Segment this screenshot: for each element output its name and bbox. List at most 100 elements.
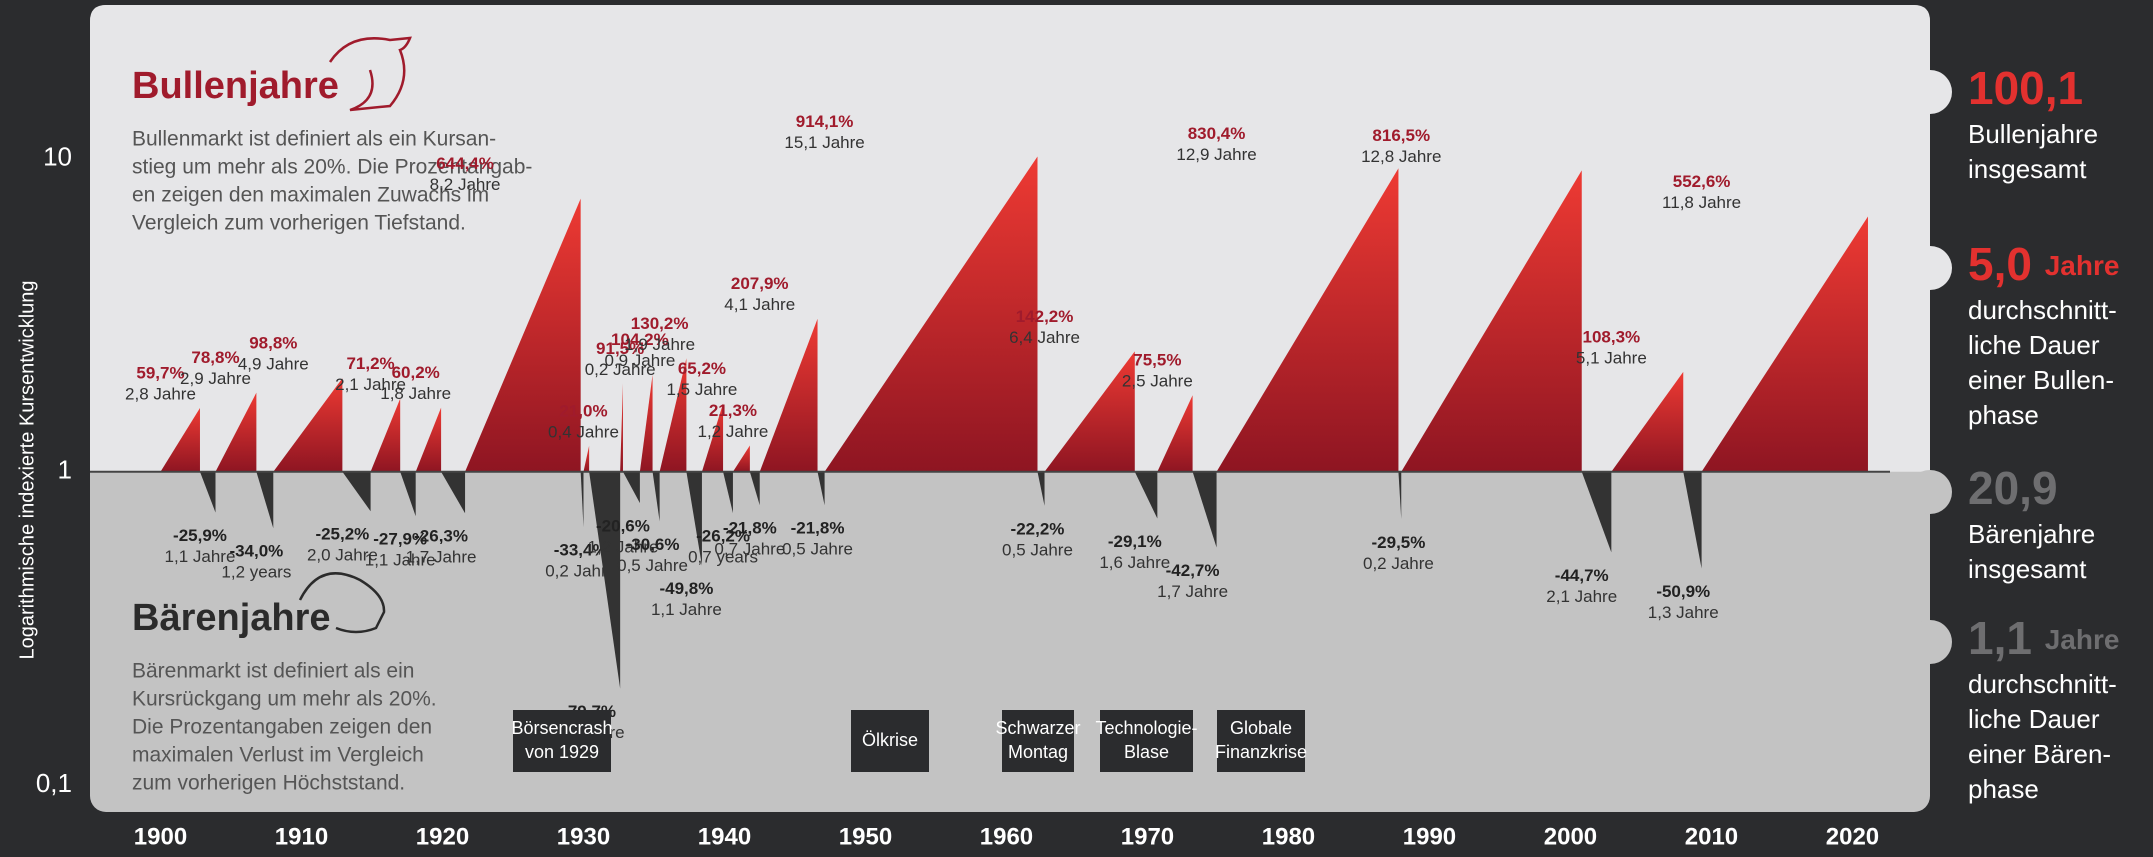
bear-value-label: -44,7%	[1555, 566, 1609, 585]
summary-text: einer Bären-	[1968, 739, 2111, 769]
duration-label: 2,5 Jahre	[1122, 372, 1193, 391]
bear-description: Bärenmarkt ist definiert als ein	[132, 660, 414, 683]
bear-value-label: -25,9%	[173, 526, 227, 545]
duration-label: 15,1 Jahre	[784, 133, 864, 152]
duration-label: 1,1 Jahre	[651, 600, 722, 619]
duration-label: 1,3 Jahre	[1648, 603, 1719, 622]
x-tick-label: 1930	[557, 823, 610, 850]
x-tick-label: 1950	[839, 823, 892, 850]
summary-figure-value: 100,1	[1968, 62, 2083, 114]
bear-value-label: -22,2%	[1011, 519, 1065, 538]
bear-value-label: -25,2%	[315, 525, 369, 544]
bull-value-label: 60,2%	[392, 363, 440, 382]
summary-text: liche Dauer	[1968, 330, 2100, 360]
bull-description: Vergleich zum vorherigen Tiefstand.	[132, 212, 466, 235]
summary-figure-value: 5,0	[1968, 238, 2032, 290]
bull-value-label: 75,5%	[1133, 351, 1181, 370]
summary-marker	[1908, 246, 1952, 290]
summary-text: phase	[1968, 774, 2039, 804]
event-label: Blase	[1124, 742, 1169, 762]
duration-label: 0,4 Jahre	[548, 422, 619, 441]
bear-value-label: -49,8%	[659, 579, 713, 598]
bear-value-label: -21,8%	[791, 519, 845, 538]
bull-value-label: 65,2%	[678, 359, 726, 378]
summary-figure-value: 1,1	[1968, 612, 2032, 664]
bear-value-label: -30,6%	[626, 535, 680, 554]
bull-value-label: 98,8%	[249, 334, 297, 353]
y-tick-label: 0,1	[36, 768, 72, 798]
duration-label: 1,2 Jahre	[697, 422, 768, 441]
bull-value-label: 130,2%	[631, 314, 689, 333]
bear-value-label: -29,1%	[1108, 532, 1162, 551]
duration-label: 12,9 Jahre	[1176, 145, 1256, 164]
duration-label: 1,7 Jahre	[406, 548, 477, 567]
duration-label: 1,7 Jahre	[1157, 582, 1228, 601]
x-tick-label: 1970	[1121, 823, 1174, 850]
bull-value-label: 21,0%	[559, 401, 607, 420]
summary-marker	[1908, 620, 1952, 664]
x-tick-label: 1920	[416, 823, 469, 850]
x-tick-label: 1960	[980, 823, 1033, 850]
event-label: Technologie-	[1095, 718, 1197, 738]
bear-description: Kursrückgang um mehr als 20%.	[132, 688, 437, 711]
summary-text: durchschnitt-	[1968, 669, 2117, 699]
bull-description: Bullenmarkt ist definiert als ein Kursan…	[132, 128, 496, 151]
summary-marker	[1908, 70, 1952, 114]
duration-label: 1,6 Jahre	[1099, 553, 1170, 572]
bull-value-label: 142,2%	[1016, 307, 1074, 326]
duration-label: 0,9 Jahre	[604, 351, 675, 370]
y-tick-label: 10	[43, 141, 72, 171]
y-axis-label: Logarithmische indexierte Kursentwicklun…	[16, 280, 38, 659]
summary-text: insgesamt	[1968, 154, 2087, 184]
duration-label: 0,5 Jahre	[617, 556, 688, 575]
duration-label: 4,1 Jahre	[724, 295, 795, 314]
bull-value-label: 59,7%	[136, 364, 184, 383]
bull-value-label: 552,6%	[1673, 172, 1731, 191]
bear-description: maximalen Verlust im Vergleich	[132, 744, 424, 767]
x-tick-label: 1990	[1403, 823, 1456, 850]
bear-value-label: -21,8%	[723, 519, 777, 538]
summary-figure-value: 20,9	[1968, 462, 2058, 514]
duration-label: 4,9 Jahre	[238, 355, 309, 374]
duration-label: 8,2 Jahre	[430, 175, 501, 194]
bear-description: Die Prozentangaben zeigen den	[132, 716, 432, 739]
duration-label: 0,5 Jahre	[782, 540, 853, 559]
duration-label: 1,2 years	[221, 563, 291, 582]
bear-description: zum vorherigen Höchststand.	[132, 772, 405, 795]
duration-label: 1,5 Jahre	[666, 380, 737, 399]
duration-label: 1,9 Jahre	[624, 335, 695, 354]
summary-figure-unit: Jahre	[2045, 250, 2120, 281]
event-label: Montag	[1008, 742, 1068, 762]
x-tick-label: 2000	[1544, 823, 1597, 850]
summary-figure-unit: Jahre	[2045, 624, 2120, 655]
x-tick-label: 1900	[134, 823, 187, 850]
duration-label: 12,8 Jahre	[1361, 147, 1441, 166]
summary-figure: 100,1	[1968, 62, 2083, 114]
infographic: Logarithmische indexierte Kursentwicklun…	[0, 0, 2153, 857]
x-tick-label: 2020	[1826, 823, 1879, 850]
summary-figure: 20,9	[1968, 462, 2058, 514]
x-tick-label: 2010	[1685, 823, 1738, 850]
summary-text: phase	[1968, 400, 2039, 430]
bear-value-label: -34,0%	[229, 542, 283, 561]
bull-title: Bullenjahre	[132, 65, 339, 107]
summary-text: durchschnitt-	[1968, 295, 2117, 325]
bear-value-label: -50,9%	[1656, 582, 1710, 601]
bull-value-label: 78,8%	[191, 348, 239, 367]
bull-value-label: 914,1%	[796, 112, 854, 131]
event-label: Börsencrash	[511, 718, 612, 738]
x-tick-label: 1940	[698, 823, 751, 850]
duration-label: 2,1 Jahre	[1546, 587, 1617, 606]
summary-text: insgesamt	[1968, 554, 2087, 584]
bull-value-label: 830,4%	[1188, 124, 1246, 143]
bull-value-label: 21,3%	[709, 401, 757, 420]
bear-value-label: -29,5%	[1372, 533, 1426, 552]
duration-label: 0,2 Jahre	[1363, 554, 1434, 573]
event-label: Finanzkrise	[1215, 742, 1307, 762]
bear-value-label: -42,7%	[1166, 561, 1220, 580]
duration-label: 5,1 Jahre	[1576, 348, 1647, 367]
y-tick-label: 1	[58, 455, 72, 485]
duration-label: 6,4 Jahre	[1009, 328, 1080, 347]
event-label: Globale	[1230, 718, 1292, 738]
summary-marker	[1908, 470, 1952, 514]
